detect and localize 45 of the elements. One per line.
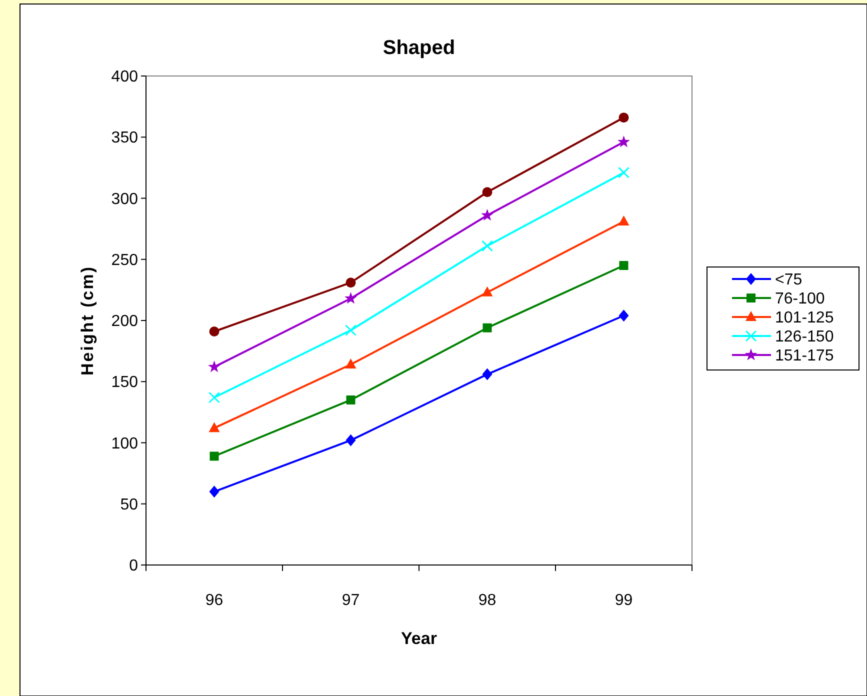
x-tick-label: 99 [614,592,633,609]
point [482,286,493,296]
point [346,278,356,288]
point [208,360,220,372]
x-tick-label: 98 [478,592,496,609]
point [209,486,220,498]
point [345,358,356,369]
point [208,392,220,404]
legend-label: <75 [775,272,802,289]
point [619,260,628,270]
y-axis-title: Height (cm) [78,266,97,376]
point [344,292,357,304]
y-tick-label: 350 [111,130,138,147]
point [482,187,492,198]
legend-label: 101-125 [775,310,834,327]
point [618,166,630,178]
y-tick-label: 100 [111,435,138,452]
y-tick-label: 50 [120,496,138,514]
y-tick-label: 250 [111,252,138,269]
x-tick-label: 96 [205,592,224,609]
point [618,112,629,123]
x-tick-label: 97 [342,592,360,609]
point [482,323,492,332]
y-tick-label: 200 [111,313,138,330]
point [346,434,356,446]
point [481,208,494,221]
y-tick-label: 400 [111,68,138,86]
legend-label: 151-175 [775,348,834,365]
point [618,136,630,148]
point [208,422,220,432]
point [482,368,492,380]
y-tick-label: 300 [111,190,138,208]
point [618,215,630,226]
y-tick-label: 150 [111,374,138,392]
point [482,240,493,252]
legend-label: 126-150 [775,328,834,346]
point [210,452,219,461]
chart-title: Shaped [382,37,456,59]
point [209,326,220,337]
point [618,310,629,322]
y-tick-label: 0 [129,558,138,575]
point [346,395,356,404]
legend-label: 76-100 [775,290,825,308]
point [345,324,356,336]
x-axis-title: Year [401,629,438,648]
